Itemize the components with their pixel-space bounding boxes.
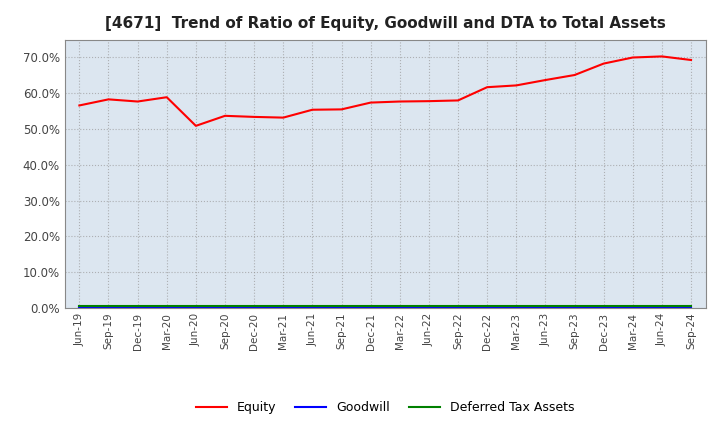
Equity — [629, 55, 637, 60]
Goodwill — [570, 304, 579, 310]
Equity — [133, 99, 142, 104]
Equity — [687, 57, 696, 62]
Goodwill — [366, 304, 375, 310]
Equity — [337, 107, 346, 112]
Goodwill — [279, 304, 287, 310]
Equity — [541, 77, 550, 83]
Goodwill — [425, 304, 433, 310]
Equity — [75, 103, 84, 108]
Deferred Tax Assets — [483, 304, 492, 309]
Equity — [425, 99, 433, 104]
Deferred Tax Assets — [192, 304, 200, 309]
Deferred Tax Assets — [279, 304, 287, 309]
Goodwill — [454, 304, 462, 310]
Equity — [308, 107, 317, 112]
Equity — [366, 100, 375, 105]
Equity — [512, 83, 521, 88]
Goodwill — [512, 304, 521, 310]
Deferred Tax Assets — [220, 304, 229, 309]
Goodwill — [599, 304, 608, 310]
Goodwill — [250, 304, 258, 310]
Equity — [192, 123, 200, 128]
Goodwill — [104, 304, 113, 310]
Deferred Tax Assets — [599, 304, 608, 309]
Deferred Tax Assets — [75, 304, 84, 309]
Goodwill — [163, 304, 171, 310]
Line: Equity: Equity — [79, 56, 691, 126]
Deferred Tax Assets — [687, 304, 696, 309]
Legend: Equity, Goodwill, Deferred Tax Assets: Equity, Goodwill, Deferred Tax Assets — [196, 401, 575, 414]
Deferred Tax Assets — [163, 304, 171, 309]
Goodwill — [687, 304, 696, 310]
Deferred Tax Assets — [250, 304, 258, 309]
Goodwill — [75, 304, 84, 310]
Equity — [657, 54, 666, 59]
Equity — [104, 97, 113, 102]
Equity — [483, 84, 492, 90]
Deferred Tax Assets — [133, 304, 142, 309]
Equity — [395, 99, 404, 104]
Goodwill — [541, 304, 550, 310]
Equity — [250, 114, 258, 120]
Deferred Tax Assets — [104, 304, 113, 309]
Deferred Tax Assets — [425, 304, 433, 309]
Deferred Tax Assets — [512, 304, 521, 309]
Equity — [220, 113, 229, 118]
Goodwill — [629, 304, 637, 310]
Equity — [279, 115, 287, 120]
Deferred Tax Assets — [366, 304, 375, 309]
Goodwill — [308, 304, 317, 310]
Equity — [570, 73, 579, 78]
Goodwill — [192, 304, 200, 310]
Deferred Tax Assets — [308, 304, 317, 309]
Goodwill — [483, 304, 492, 310]
Equity — [599, 61, 608, 66]
Deferred Tax Assets — [629, 304, 637, 309]
Goodwill — [337, 304, 346, 310]
Deferred Tax Assets — [541, 304, 550, 309]
Deferred Tax Assets — [570, 304, 579, 309]
Title: [4671]  Trend of Ratio of Equity, Goodwill and DTA to Total Assets: [4671] Trend of Ratio of Equity, Goodwil… — [105, 16, 665, 32]
Deferred Tax Assets — [337, 304, 346, 309]
Equity — [454, 98, 462, 103]
Equity — [163, 95, 171, 100]
Deferred Tax Assets — [657, 304, 666, 309]
Goodwill — [133, 304, 142, 310]
Deferred Tax Assets — [454, 304, 462, 309]
Goodwill — [220, 304, 229, 310]
Goodwill — [395, 304, 404, 310]
Deferred Tax Assets — [395, 304, 404, 309]
Goodwill — [657, 304, 666, 310]
